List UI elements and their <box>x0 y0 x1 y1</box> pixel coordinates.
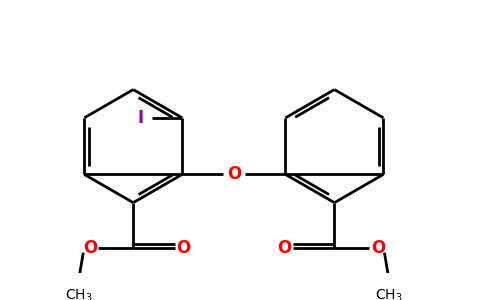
Text: O: O <box>227 165 241 183</box>
Text: CH$_3$: CH$_3$ <box>375 287 403 300</box>
Text: CH$_3$: CH$_3$ <box>65 287 93 300</box>
Text: O: O <box>277 239 291 257</box>
Text: O: O <box>371 239 385 257</box>
Text: O: O <box>83 239 97 257</box>
Text: O: O <box>176 239 190 257</box>
Text: I: I <box>138 109 144 127</box>
